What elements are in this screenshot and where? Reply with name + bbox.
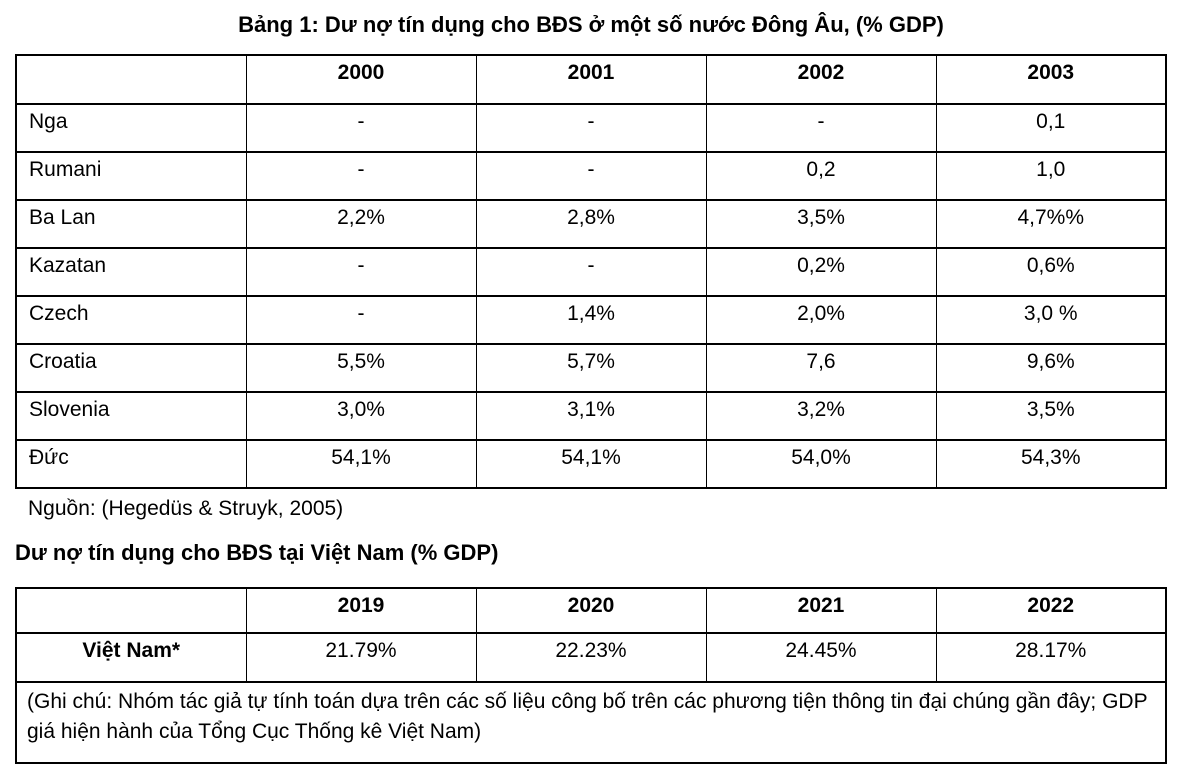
table-row: Slovenia 3,0% 3,1% 3,2% 3,5% — [15, 391, 1167, 441]
year-column-header: 2001 — [475, 54, 707, 105]
document-page: Bảng 1: Dư nợ tín dụng cho BĐS ở một số … — [0, 11, 1182, 782]
value-cell: 0,2 — [705, 151, 937, 201]
row-label: Rumani — [15, 151, 247, 201]
value-cell: - — [475, 103, 707, 153]
value-cell: 54,3% — [935, 439, 1167, 489]
value-cell: 2,0% — [705, 295, 937, 345]
value-cell: 54,1% — [245, 439, 477, 489]
value-cell: 5,5% — [245, 343, 477, 393]
corner-header-cell — [15, 54, 247, 105]
row-label: Nga — [15, 103, 247, 153]
row-label: Slovenia — [15, 391, 247, 441]
year-column-header: 2002 — [705, 54, 937, 105]
value-cell: 3,1% — [475, 391, 707, 441]
row-label: Czech — [15, 295, 247, 345]
value-cell: - — [245, 295, 477, 345]
value-cell: - — [245, 151, 477, 201]
year-column-header: 2000 — [245, 54, 477, 105]
value-cell: 3,2% — [705, 391, 937, 441]
value-cell: 3,5% — [705, 199, 937, 249]
table-note-row: (Ghi chú: Nhóm tác giả tự tính toán dựa … — [15, 681, 1167, 764]
value-cell: 54,0% — [705, 439, 937, 489]
value-cell: 54,1% — [475, 439, 707, 489]
table-row: Việt Nam* 21.79% 22.23% 24.45% 28.17% — [15, 632, 1167, 683]
value-cell: 3,0% — [245, 391, 477, 441]
value-cell: 4,7%% — [935, 199, 1167, 249]
table-note: (Ghi chú: Nhóm tác giả tự tính toán dựa … — [15, 681, 1167, 764]
row-label: Đức — [15, 439, 247, 489]
source-citation: Nguồn: (Hegedüs & Struyk, 2005) — [28, 497, 344, 520]
value-cell: 0,6% — [935, 247, 1167, 297]
value-cell: 3,5% — [935, 391, 1167, 441]
value-cell: 5,7% — [475, 343, 707, 393]
table-row: Kazatan - -0,2% 0,6% — [15, 247, 1167, 297]
table-row: Ba Lan 2,2% 2,8% 3,5% 4,7%% — [15, 199, 1167, 249]
value-cell: 21.79% — [245, 632, 477, 683]
value-cell: 0,2% — [705, 247, 937, 297]
corner-header-cell — [15, 587, 247, 634]
table-row: Nga - - -0,1 — [15, 103, 1167, 153]
table-row: Rumani - -0,2 1,0 — [15, 151, 1167, 201]
value-cell: - — [705, 103, 937, 153]
value-cell: 24.45% — [705, 632, 937, 683]
year-column-header: 2020 — [475, 587, 707, 634]
value-cell: 9,6% — [935, 343, 1167, 393]
year-column-header: 2019 — [245, 587, 477, 634]
year-column-header: 2021 — [705, 587, 937, 634]
table-row: Czech -1,4% 2,0% 3,0 % — [15, 295, 1167, 345]
value-cell: - — [475, 151, 707, 201]
value-cell: 22.23% — [475, 632, 707, 683]
value-cell: 28.17% — [935, 632, 1167, 683]
value-cell: - — [245, 103, 477, 153]
value-cell: 0,1 — [935, 103, 1167, 153]
value-cell: 2,8% — [475, 199, 707, 249]
value-cell: 1,0 — [935, 151, 1167, 201]
table1-title: Bảng 1: Dư nợ tín dụng cho BĐS ở một số … — [238, 12, 944, 37]
table-east-europe-credit: 2000 2001 2002 2003 Nga - - -0,1 Rumani - -0,2 1,0… — [15, 54, 1167, 489]
row-label: Croatia — [15, 343, 247, 393]
value-cell: 3,0 % — [935, 295, 1167, 345]
vietnam-table-title: Dư nợ tín dụng cho BĐS tại Việt Nam (% G… — [15, 540, 499, 565]
value-cell: - — [475, 247, 707, 297]
table-vietnam-credit: 2019 2020 2021 2022 Việt Nam* 21.79% 22.23% 24… — [15, 587, 1167, 764]
year-column-header: 2003 — [935, 54, 1167, 105]
value-cell: 2,2% — [245, 199, 477, 249]
year-column-header: 2022 — [935, 587, 1167, 634]
value-cell: 7,6 — [705, 343, 937, 393]
row-label: Ba Lan — [15, 199, 247, 249]
table-row: Đức 54,1% 54,1% 54,0% 54,3% — [15, 439, 1167, 489]
row-label: Việt Nam* — [15, 632, 247, 683]
value-cell: - — [245, 247, 477, 297]
table-row: Croatia 5,5% 5,7% 7,6 9,6% — [15, 343, 1167, 393]
table-header-row: 2019 2020 2021 2022 — [15, 587, 1167, 634]
value-cell: 1,4% — [475, 295, 707, 345]
row-label: Kazatan — [15, 247, 247, 297]
table-header-row: 2000 2001 2002 2003 — [15, 54, 1167, 105]
